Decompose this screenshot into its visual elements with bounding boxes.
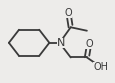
- Text: N: N: [57, 38, 65, 48]
- Text: O: O: [85, 39, 92, 49]
- Text: OH: OH: [92, 62, 107, 72]
- Text: O: O: [64, 8, 72, 18]
